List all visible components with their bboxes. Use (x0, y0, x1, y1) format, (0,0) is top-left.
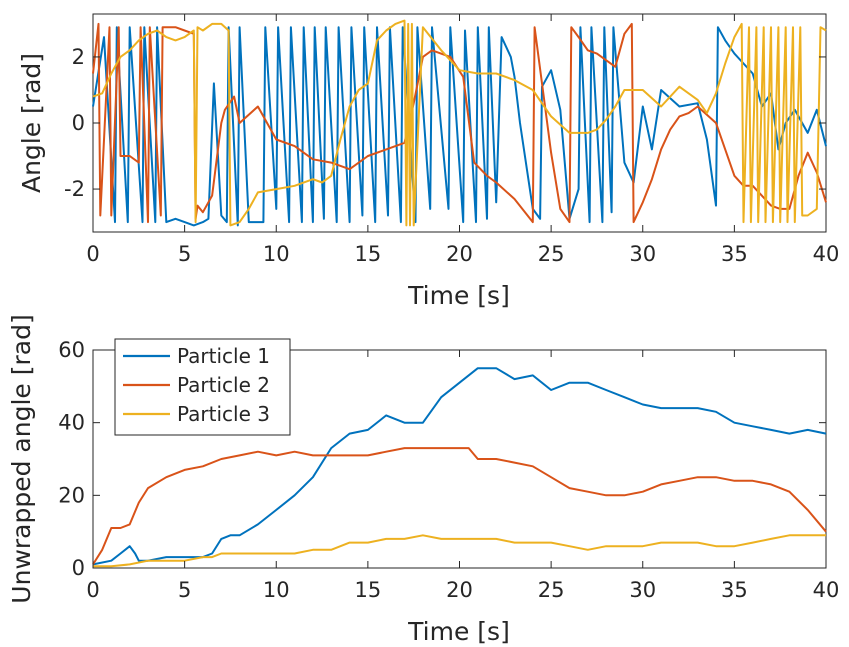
angle-xtick-label: 5 (178, 242, 191, 266)
unwrapped-xtick-label: 0 (86, 578, 99, 602)
angle-xtick-label: 30 (629, 242, 656, 266)
angle-xtick-label: 25 (538, 242, 565, 266)
angle-series-line-2 (92, 22, 827, 224)
angle-series-line-3 (92, 19, 827, 227)
angle-ytick-label: 2 (72, 45, 85, 69)
unwrapped-xtick-label: 15 (355, 578, 382, 602)
unwrapped-ytick-label: 40 (58, 411, 85, 435)
unwrapped-ytick-label: 60 (58, 338, 85, 362)
unwrapped-x-axis-label: Time [s] (407, 617, 510, 646)
angle-ytick-label: -2 (64, 177, 85, 201)
angle-ytick-label: 0 (72, 111, 85, 135)
angle-xtick-label: 15 (355, 242, 382, 266)
angle-xtick-label: 20 (446, 242, 473, 266)
angle-series-line-1 (92, 26, 827, 227)
angle-x-axis-label: Time [s] (407, 281, 510, 310)
unwrapped-xtick-label: 35 (721, 578, 748, 602)
legend-label-particle-1: Particle 1 (177, 344, 270, 368)
legend-label-particle-2: Particle 2 (177, 373, 270, 397)
unwrapped-y-axis-label: Unwrapped angle [rad] (7, 314, 36, 603)
unwrapped-series-line-1 (92, 367, 827, 566)
unwrapped-xtick-label: 5 (178, 578, 191, 602)
angle-xtick-label: 0 (86, 242, 99, 266)
unwrapped-ytick-label: 20 (58, 483, 85, 507)
unwrapped-series-line-3 (93, 534, 826, 568)
unwrapped-xtick-label: 25 (538, 578, 565, 602)
angle-xtick-label: 40 (813, 242, 840, 266)
angle-xtick-label: 10 (263, 242, 290, 266)
unwrapped-subplot: 0 5 10 15 20 25 30 35 40 0 20 40 60 Time [s] Unwrap… (7, 314, 839, 646)
angle-subplot: 0 5 10 15 20 25 30 35 40 20-2 Time [s] Angle [ra… (17, 13, 840, 310)
angle-y-axis-label: Angle [rad] (17, 53, 46, 193)
legend-label-particle-3: Particle 3 (177, 402, 270, 426)
unwrapped-xtick-label: 20 (446, 578, 473, 602)
unwrapped-xtick-label: 40 (813, 578, 840, 602)
angle-xtick-label: 35 (721, 242, 748, 266)
legend: Particle 1 Particle 2 Particle 3 (114, 338, 291, 436)
unwrapped-xtick-label: 30 (629, 578, 656, 602)
unwrapped-xtick-label: 10 (263, 578, 290, 602)
unwrapped-series-line-2 (92, 447, 827, 565)
unwrapped-ytick-label: 0 (72, 556, 85, 580)
